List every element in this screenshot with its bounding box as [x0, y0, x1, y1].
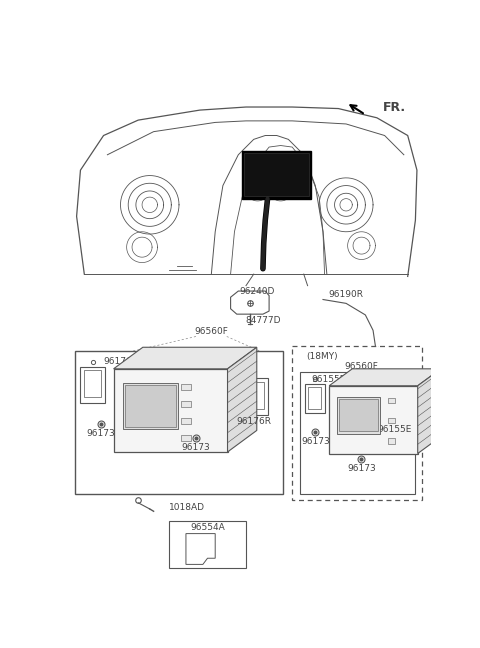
Bar — [386, 395, 403, 418]
Bar — [84, 371, 101, 397]
Text: 96176L: 96176L — [104, 356, 137, 365]
Text: 96190R: 96190R — [329, 290, 364, 299]
Bar — [181, 384, 191, 390]
Text: 96173: 96173 — [181, 443, 210, 452]
Polygon shape — [228, 347, 257, 452]
Bar — [244, 382, 264, 409]
Bar — [300, 372, 415, 494]
Text: 96240D: 96240D — [240, 287, 275, 296]
Text: 96173: 96173 — [87, 429, 116, 438]
Bar — [329, 386, 418, 454]
Bar — [242, 151, 312, 199]
Bar — [388, 398, 396, 404]
Text: FR.: FR. — [383, 100, 406, 113]
Bar — [304, 384, 324, 413]
Text: 96560F: 96560F — [194, 327, 228, 336]
Text: 96173: 96173 — [347, 464, 376, 472]
Bar — [292, 346, 421, 500]
Bar — [383, 392, 406, 422]
Text: 1018AD: 1018AD — [169, 503, 205, 512]
Polygon shape — [418, 369, 441, 454]
Polygon shape — [186, 533, 215, 564]
Bar — [388, 418, 396, 424]
Text: 96554A: 96554A — [190, 523, 225, 532]
Bar — [337, 397, 380, 434]
Bar — [308, 388, 322, 409]
Bar — [339, 399, 378, 431]
Text: (18MY): (18MY) — [306, 352, 338, 361]
Text: 96176R: 96176R — [236, 417, 271, 426]
Polygon shape — [114, 347, 257, 369]
Bar — [125, 385, 176, 426]
Bar — [181, 435, 191, 441]
Bar — [81, 367, 105, 404]
Bar — [388, 438, 396, 443]
Polygon shape — [329, 369, 441, 386]
Text: 96173: 96173 — [301, 437, 330, 446]
Text: 96155D: 96155D — [312, 375, 347, 384]
Text: 96560F: 96560F — [345, 362, 378, 371]
Bar — [181, 401, 191, 408]
Bar — [75, 351, 283, 494]
Bar — [169, 520, 246, 568]
Polygon shape — [230, 291, 269, 314]
Bar — [114, 369, 228, 452]
Text: 96155E: 96155E — [377, 425, 412, 434]
Bar — [123, 383, 178, 429]
Bar — [240, 378, 267, 415]
Bar — [244, 153, 309, 196]
Bar — [181, 418, 191, 424]
Text: 84777D: 84777D — [245, 316, 281, 325]
